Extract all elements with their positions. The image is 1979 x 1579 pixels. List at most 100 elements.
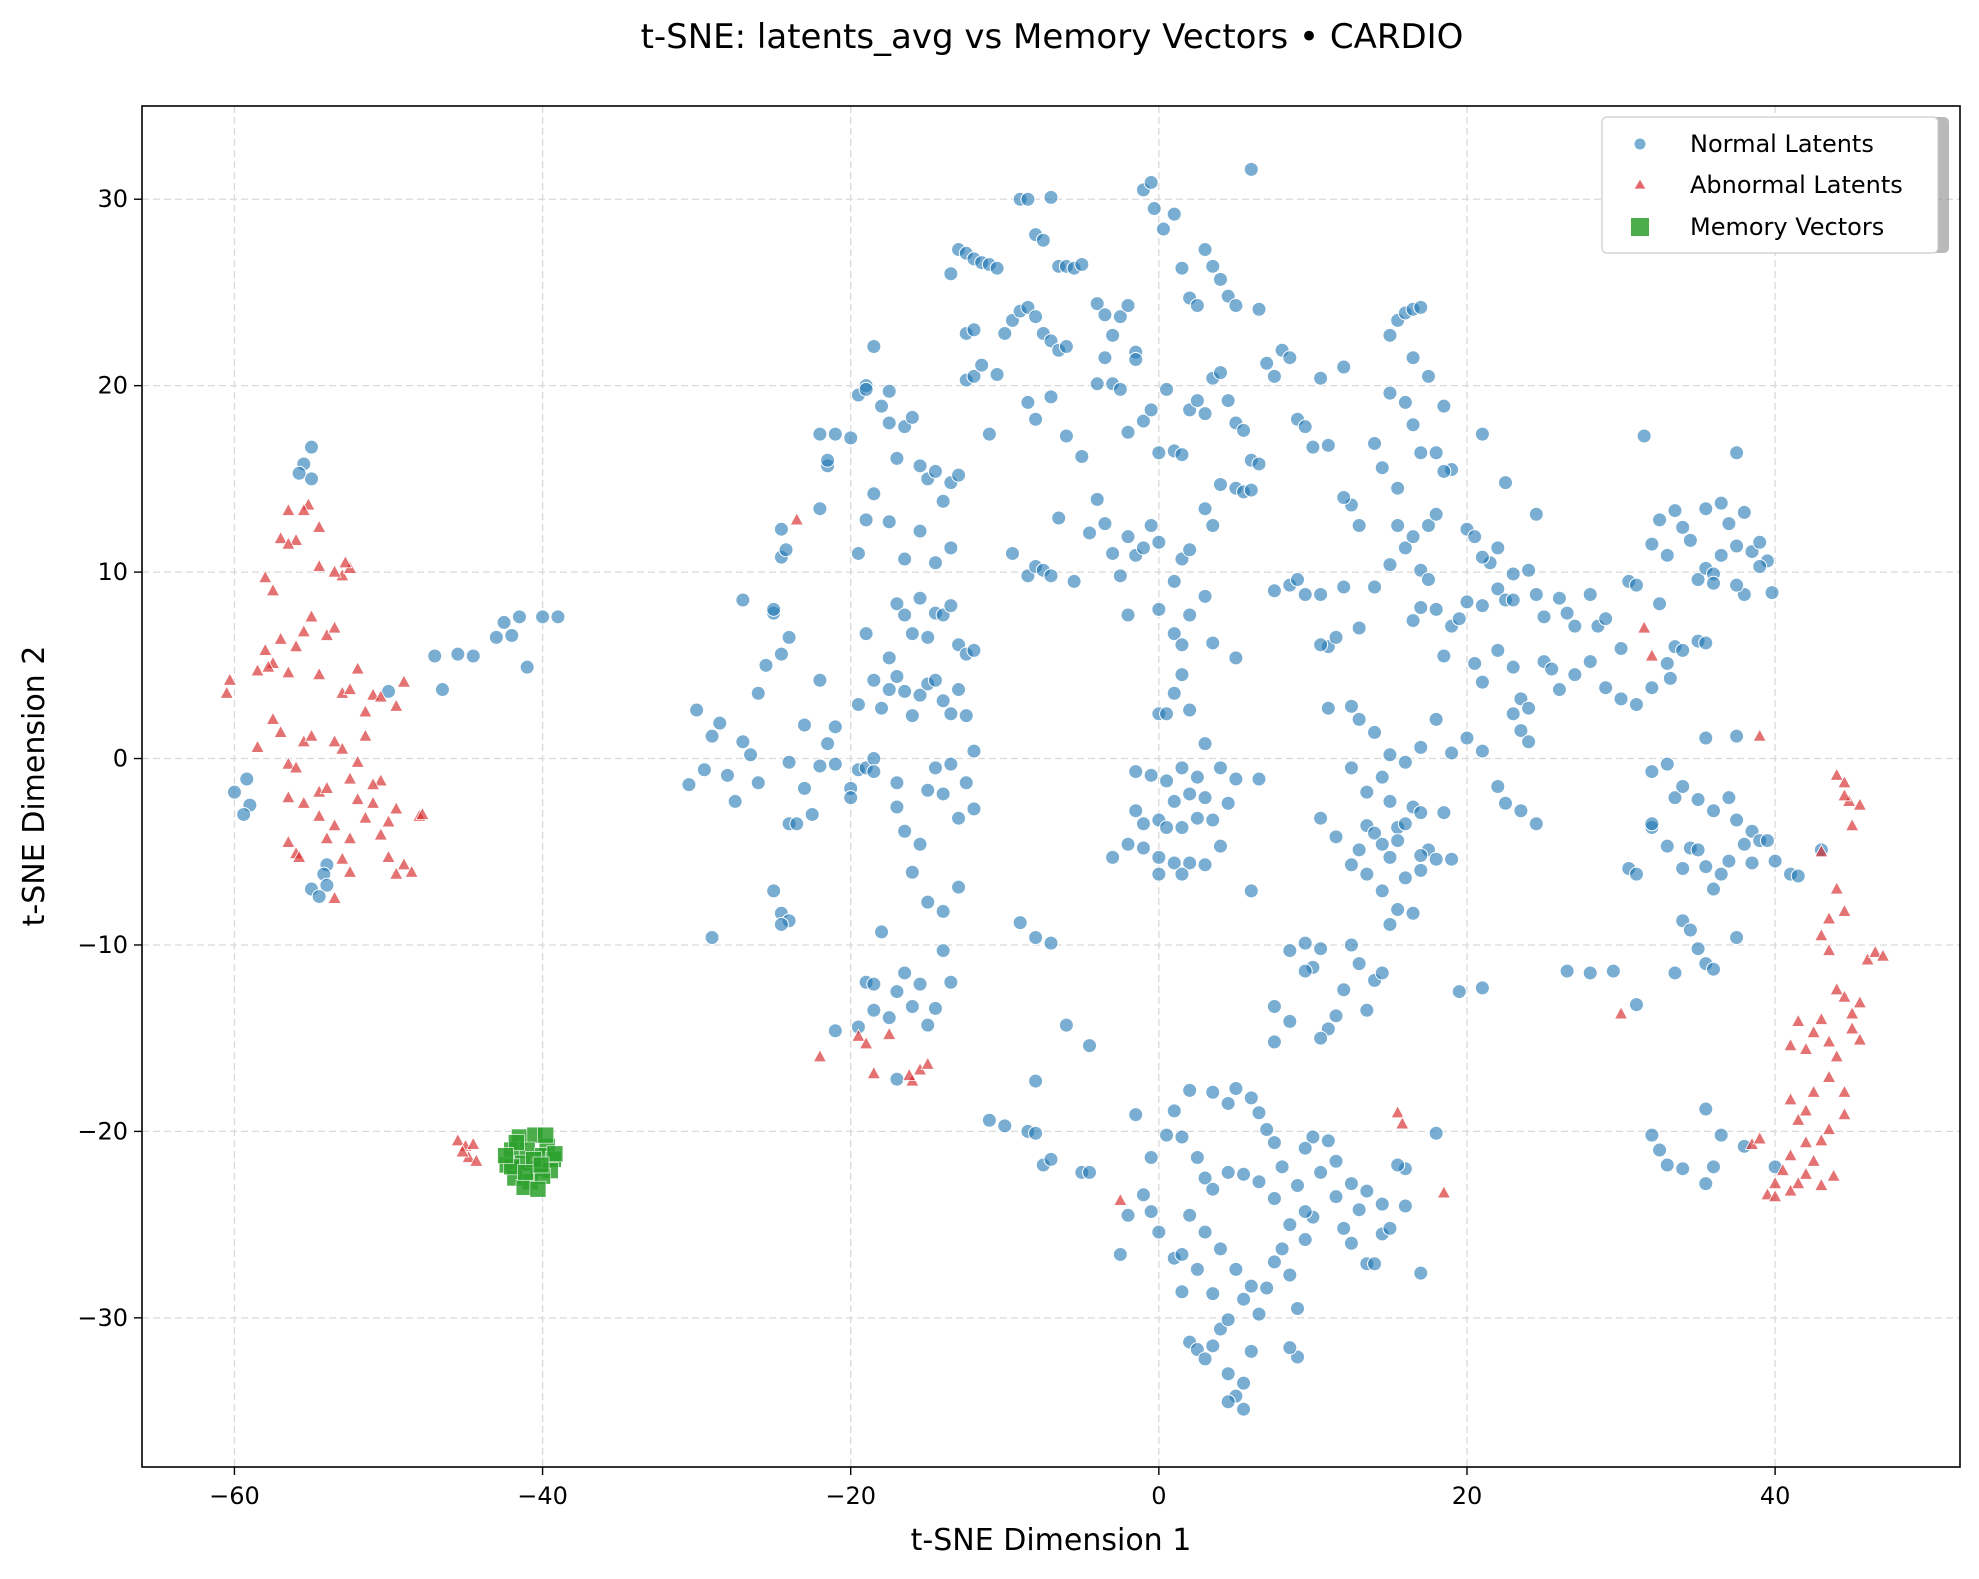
abnormal-latent-point — [261, 659, 276, 673]
normal-latent-point — [966, 801, 982, 817]
abnormal-latent-point — [1837, 774, 1852, 789]
normal-latent-point — [1659, 655, 1675, 671]
normal-latent-point — [226, 784, 242, 800]
normal-latent-point — [1297, 419, 1313, 435]
normal-latent-point — [1636, 428, 1652, 444]
normal-latent-point — [1759, 833, 1775, 849]
normal-latent-point — [1043, 1151, 1059, 1167]
normal-latent-point — [1146, 201, 1162, 217]
abnormal-latent-point — [404, 864, 419, 878]
normal-latent-point — [1336, 579, 1352, 595]
normal-latent-point — [1205, 517, 1221, 533]
normal-latent-point — [1174, 1246, 1190, 1262]
normal-latent-point — [1698, 501, 1714, 517]
normal-latent-point — [1659, 838, 1675, 854]
normal-latent-point — [1212, 365, 1228, 381]
normal-latent-point — [1374, 769, 1390, 785]
normal-latent-point — [1266, 1135, 1282, 1151]
normal-latent-point — [1028, 930, 1044, 946]
normal-latent-point — [1197, 242, 1213, 258]
normal-latent-point — [951, 467, 967, 483]
normal-latent-point — [1251, 1174, 1267, 1190]
abnormal-latent-point — [1752, 1131, 1767, 1145]
normal-latent-point — [1397, 1198, 1413, 1214]
normal-latent-point — [1143, 1204, 1159, 1220]
normal-latent-point — [1105, 545, 1121, 561]
normal-latent-point — [1243, 482, 1259, 498]
abnormal-latent-point — [1829, 981, 1844, 996]
normal-latent-point — [1667, 965, 1683, 981]
normal-latent-point — [889, 450, 905, 466]
normal-latent-point — [866, 764, 882, 780]
normal-latent-point — [1397, 540, 1413, 556]
normal-latent-point — [897, 607, 913, 623]
abnormal-latents-series — [219, 497, 1891, 1206]
normal-latent-point — [1320, 437, 1336, 453]
normal-latent-point — [1297, 1140, 1313, 1156]
normal-latent-point — [881, 682, 897, 698]
normal-latent-point — [874, 398, 890, 414]
normal-latent-point — [1382, 327, 1398, 343]
normal-latent-point — [974, 357, 990, 373]
abnormal-latent-point — [1821, 942, 1837, 956]
normal-latent-point — [773, 521, 789, 537]
normal-latent-point — [550, 609, 566, 625]
chart-title: t-SNE: latents_avg vs Memory Vectors • C… — [641, 17, 1464, 57]
abnormal-latent-point — [902, 1067, 917, 1081]
normal-latent-point — [1143, 767, 1159, 783]
legend-label-abnormal: Abnormal Latents — [1690, 171, 1903, 199]
normal-latent-point — [1351, 620, 1367, 636]
normal-latent-point — [1613, 691, 1629, 707]
normal-latent-point — [1336, 359, 1352, 375]
normal-latent-point — [1174, 1284, 1190, 1300]
abnormal-latent-point — [1752, 728, 1767, 742]
normal-latent-point — [1243, 883, 1259, 899]
abnormal-latent-point — [327, 564, 342, 578]
normal-latent-point — [858, 626, 874, 642]
normal-latent-point — [866, 976, 882, 992]
normal-latent-point — [1266, 368, 1282, 384]
normal-latent-point — [1228, 1081, 1244, 1097]
normal-latent-point — [1266, 583, 1282, 599]
normal-latent-point — [1436, 648, 1452, 664]
normal-latent-point — [1228, 771, 1244, 787]
memory-vector-point — [517, 1164, 534, 1181]
normal-latent-point — [1313, 637, 1329, 653]
normal-latent-point — [1367, 579, 1383, 595]
abnormal-latent-point — [1875, 948, 1891, 962]
abnormal-latent-point — [373, 689, 388, 703]
abnormal-latent-point — [1844, 817, 1860, 832]
abnormal-latent-point — [342, 864, 358, 878]
abnormal-latent-point — [1814, 843, 1829, 858]
normal-latent-point — [1155, 221, 1171, 237]
normal-latent-point — [1120, 424, 1136, 440]
abnormal-latent-point — [1821, 1069, 1837, 1083]
normal-latent-point — [1451, 984, 1467, 1000]
abnormal-latent-point — [396, 856, 412, 871]
normal-latent-point — [1282, 1013, 1298, 1029]
normal-latent-point — [1266, 998, 1282, 1014]
normal-latent-point — [1189, 810, 1205, 826]
normal-latent-point — [881, 1010, 897, 1026]
normal-latent-point — [1097, 350, 1113, 366]
normal-latent-point — [1220, 795, 1236, 811]
normal-latent-point — [1128, 803, 1144, 819]
normal-latent-point — [1444, 851, 1460, 867]
normal-latent-point — [1505, 566, 1521, 582]
normal-latent-point — [1698, 635, 1714, 651]
abnormal-latent-point — [466, 1136, 481, 1150]
normal-latent-point — [1290, 1301, 1306, 1317]
normal-latent-point — [1097, 307, 1113, 323]
normal-latent-point — [1043, 389, 1059, 405]
normal-latent-point — [912, 976, 928, 992]
normal-latent-point — [1582, 965, 1598, 981]
normal-latent-point — [820, 452, 836, 468]
normal-latent-point — [1251, 771, 1267, 787]
abnormal-latent-point — [296, 623, 311, 638]
normal-latent-point — [1043, 935, 1059, 951]
normal-latent-point — [866, 751, 882, 767]
abnormal-latent-point — [288, 532, 304, 546]
normal-latent-point — [1290, 572, 1306, 588]
normal-latent-point — [427, 648, 443, 664]
normal-latent-point — [1189, 1261, 1205, 1277]
